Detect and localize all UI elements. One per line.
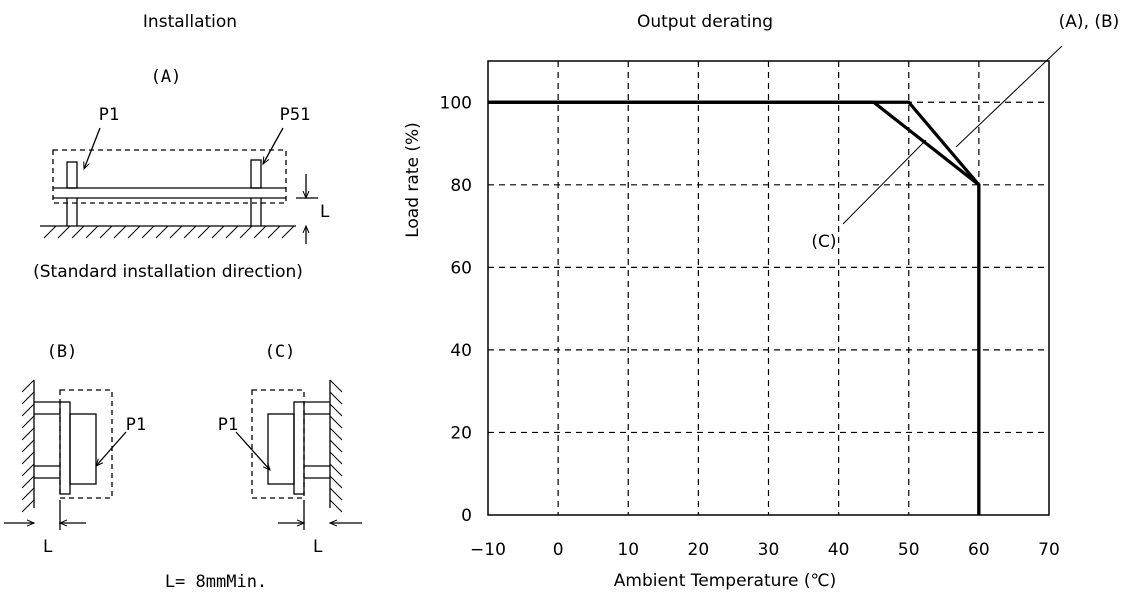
x-tick-label: 60	[968, 540, 990, 560]
y-tick-label: 40	[450, 341, 472, 361]
installation-diagram: Installation (A) P1 P51 L (Standard inst…	[4, 12, 362, 592]
x-axis-label: Ambient Temperature (℃)	[614, 571, 836, 591]
chart-series	[488, 100, 981, 515]
l-label-c: L	[313, 537, 323, 557]
wall-hatch-b	[21, 379, 35, 513]
l-label-a: L	[320, 202, 330, 222]
p1-label-a: P1	[99, 105, 119, 125]
x-tick-label: 0	[553, 540, 564, 560]
y-tick-label: 100	[440, 93, 472, 113]
x-tick-label: 70	[1038, 540, 1060, 560]
y-tick-label: 80	[450, 176, 472, 196]
y-tick-label: 0	[461, 506, 472, 526]
view-b-label: (B)	[47, 342, 78, 362]
p1-label-c: P1	[218, 415, 238, 435]
ground-hatch-a	[43, 225, 295, 239]
x-tick-label: 40	[828, 540, 850, 560]
x-tick-label: 50	[898, 540, 920, 560]
view-c-drawing	[235, 380, 362, 530]
view-a-label: (A)	[151, 67, 182, 87]
x-tick-label: −10	[470, 540, 506, 560]
view-c-label: (C)	[265, 342, 296, 362]
y-axis-label: Load rate (%)	[403, 122, 423, 238]
wall-hatch-c	[329, 379, 343, 513]
x-tick-label: 20	[688, 540, 710, 560]
series-line-c	[488, 100, 981, 515]
leader-line-ab	[955, 45, 1063, 148]
x-tick-label: 10	[617, 540, 639, 560]
chart-grid	[488, 61, 1049, 515]
l-label-b: L	[43, 537, 53, 557]
y-tick-label: 20	[450, 423, 472, 443]
chart-ticks: −10 0 10 20 30 40 50 60 70 0 20 40 60 80 100	[440, 93, 1060, 560]
leader-line-c	[842, 139, 927, 225]
x-tick-label: 30	[758, 540, 780, 560]
spacing-spec: L= 8mmMin.	[165, 572, 267, 592]
chart-title: Output derating	[637, 12, 773, 32]
series-c-annotation: (C)	[811, 232, 836, 252]
plot-frame	[487, 60, 1050, 516]
series-ab-annotation: (A), (B)	[1059, 12, 1120, 32]
y-tick-label: 60	[450, 258, 472, 278]
view-b-drawing	[4, 380, 127, 530]
series-line-ab	[488, 100, 981, 515]
caption-standard-direction: (Standard installation direction)	[33, 262, 303, 282]
p1-label-b: P1	[126, 415, 146, 435]
installation-title: Installation	[143, 12, 237, 32]
p51-label: P51	[280, 105, 311, 125]
view-a-drawing	[40, 127, 318, 244]
annotation-leaders	[842, 45, 1063, 225]
